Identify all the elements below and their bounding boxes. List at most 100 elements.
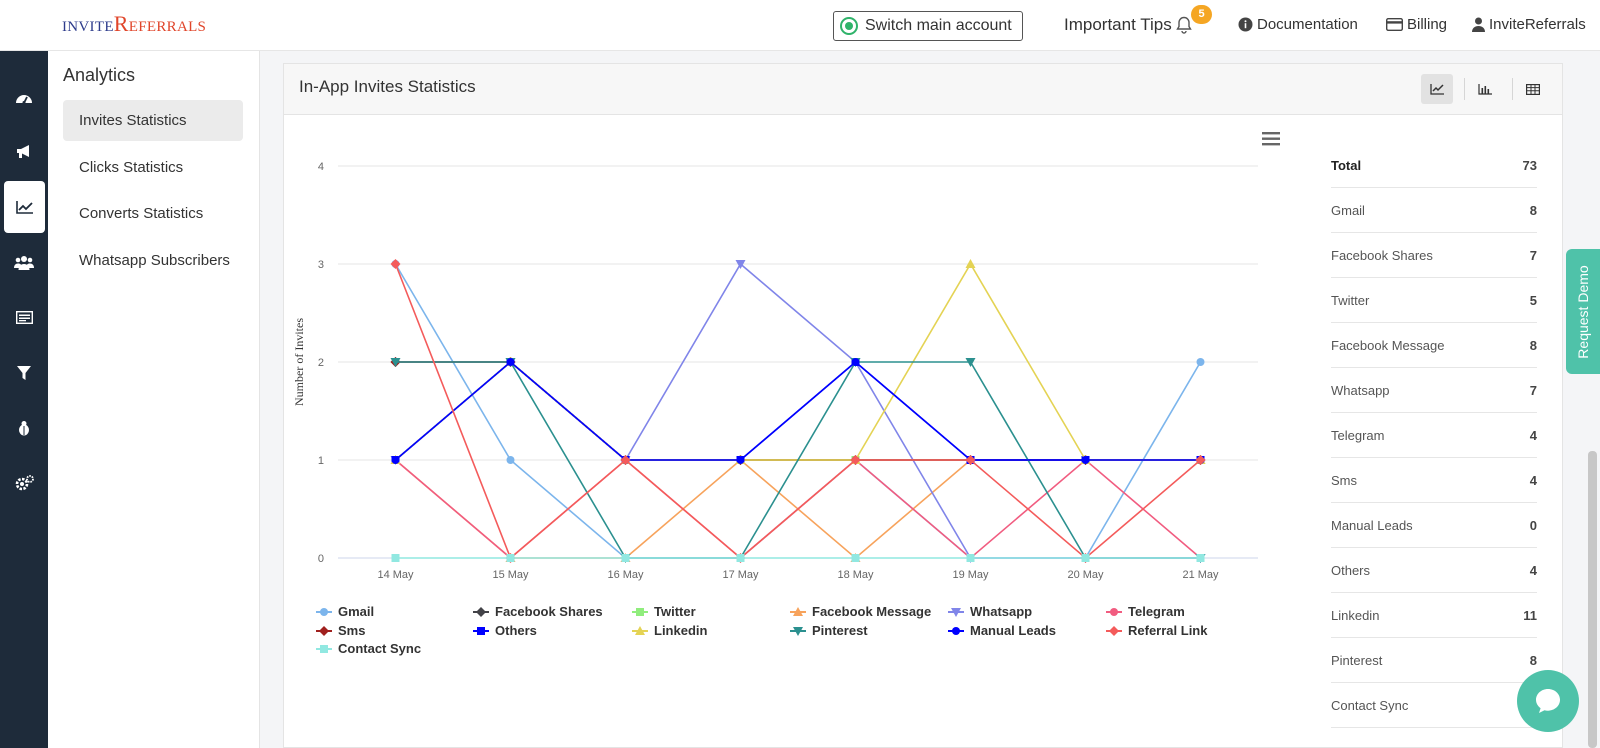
filter-icon[interactable] xyxy=(0,347,48,399)
stat-row: Whatsapp 7 xyxy=(1331,368,1537,413)
stat-value: 4 xyxy=(1529,562,1537,578)
data-point xyxy=(850,455,861,465)
stat-label: Facebook Shares xyxy=(1331,247,1433,263)
data-point xyxy=(851,358,860,366)
chart-menu-icon[interactable] xyxy=(1259,130,1283,148)
stat-label: Whatsapp xyxy=(1331,382,1390,398)
legend-label: Linkedin xyxy=(654,623,708,638)
legend-item[interactable]: Others xyxy=(473,623,537,638)
bug-icon[interactable] xyxy=(0,402,48,454)
stat-row: Linkedin 11 xyxy=(1331,593,1537,638)
documentation-link[interactable]: Documentation xyxy=(1238,16,1358,33)
x-tick-label: 21 May xyxy=(1182,569,1219,581)
users-icon[interactable] xyxy=(0,236,48,288)
legend-symbol-icon xyxy=(790,626,806,636)
legend-item[interactable]: Contact Sync xyxy=(316,641,421,656)
x-tick-label: 17 May xyxy=(722,569,759,581)
legend-symbol-icon xyxy=(632,607,648,616)
chat-widget-button[interactable] xyxy=(1517,670,1579,732)
stats-list: Total 73 Gmail 8 Facebook Shares 7 Twitter 5 Fac… xyxy=(1331,143,1537,728)
stat-label: Facebook Message xyxy=(1331,337,1445,353)
bar-chart-view-button[interactable] xyxy=(1469,74,1501,104)
page-scrollbar[interactable] xyxy=(1588,451,1597,748)
stat-label: Contact Sync xyxy=(1331,697,1409,713)
stat-row: Facebook Message 8 xyxy=(1331,323,1537,368)
data-point xyxy=(506,456,515,464)
stat-label: Total xyxy=(1331,157,1362,173)
invites-statistics-panel: In-App Invites Statistics xyxy=(283,63,1563,748)
legend-item[interactable]: Manual Leads xyxy=(948,623,1056,638)
stat-value: 7 xyxy=(1529,247,1537,263)
stat-label: Gmail xyxy=(1331,202,1365,218)
bar-chart-icon xyxy=(1477,84,1492,95)
subnav-item-converts-statistics[interactable]: Converts Statistics xyxy=(79,205,204,222)
legend-item[interactable]: Whatsapp xyxy=(948,604,1032,619)
switch-main-account-button[interactable]: Switch main account xyxy=(833,11,1023,41)
invites-line-chart: 0 1 2 3 4 14 May 15 May 16 May 17 May 18 May 19 Ma… xyxy=(292,161,1258,581)
list-icon[interactable] xyxy=(0,291,48,343)
view-separator xyxy=(1464,78,1465,100)
logo-text-invite: INVITE xyxy=(62,19,114,35)
legend-item[interactable]: Pinterest xyxy=(790,623,868,638)
legend-symbol-icon xyxy=(948,607,964,617)
stat-value: 7 xyxy=(1529,382,1537,398)
legend-item[interactable]: Sms xyxy=(316,623,365,638)
data-point xyxy=(506,554,515,562)
user-label: InviteReferrals xyxy=(1489,16,1586,33)
billing-label: Billing xyxy=(1407,16,1448,33)
data-point xyxy=(1195,455,1206,465)
legend-item[interactable]: Gmail xyxy=(316,604,374,619)
legend-item[interactable]: Linkedin xyxy=(632,623,707,638)
line-chart-view-button[interactable] xyxy=(1421,74,1453,104)
legend-label: Sms xyxy=(338,623,366,638)
user-menu[interactable]: InviteReferrals xyxy=(1472,16,1586,33)
legend-symbol-icon xyxy=(1106,607,1122,616)
legend-item[interactable]: Referral Link xyxy=(1106,623,1207,638)
important-tips-link[interactable]: Important Tips xyxy=(1064,15,1192,35)
legend-item[interactable]: Twitter xyxy=(632,604,696,619)
logo-text-eferrals: EFERRALS xyxy=(128,19,207,35)
legend-label: Manual Leads xyxy=(970,623,1056,638)
icon-sidebar xyxy=(0,51,48,748)
data-point xyxy=(1081,456,1090,464)
data-point xyxy=(390,358,401,367)
megaphone-icon[interactable] xyxy=(0,125,48,177)
billing-link[interactable]: Billing xyxy=(1386,16,1447,33)
top-bar: INVITEREFERRALS Switch main account Impo… xyxy=(0,0,1600,51)
stat-row: Sms 4 xyxy=(1331,458,1537,503)
data-point xyxy=(1196,358,1205,366)
stat-label: Manual Leads xyxy=(1331,517,1413,533)
x-tick-label: 16 May xyxy=(607,569,644,581)
stat-row: Gmail 8 xyxy=(1331,188,1537,233)
legend-item[interactable]: Telegram xyxy=(1106,604,1185,619)
subnav-item-whatsapp-subscribers[interactable]: Whatsapp Subscribers xyxy=(79,252,230,269)
legend-label: Facebook Message xyxy=(812,604,932,619)
data-point xyxy=(965,358,976,367)
view-separator xyxy=(1512,78,1513,100)
chat-bubble-icon xyxy=(1536,689,1560,713)
analytics-icon[interactable] xyxy=(4,181,45,233)
legend-label: Gmail xyxy=(338,604,375,619)
stat-label: Linkedin xyxy=(1331,607,1380,623)
table-icon xyxy=(1526,83,1540,95)
legend-symbol-icon xyxy=(790,606,806,616)
stat-value: 4 xyxy=(1529,472,1537,488)
logo[interactable]: INVITEREFERRALS xyxy=(62,11,206,37)
legend-item[interactable]: Facebook Shares xyxy=(473,604,603,619)
settings-icon[interactable] xyxy=(0,457,48,509)
switch-main-account-label: Switch main account xyxy=(865,17,1012,34)
dashboard-icon[interactable] xyxy=(0,71,48,123)
series-line xyxy=(394,360,1201,461)
data-point xyxy=(735,260,746,269)
data-point xyxy=(391,554,400,562)
request-demo-tab[interactable]: Request Demo xyxy=(1566,249,1600,374)
y-tick-label: 3 xyxy=(318,259,324,271)
legend-item[interactable]: Facebook Message xyxy=(790,604,931,619)
stat-row: Others 4 xyxy=(1331,548,1537,593)
subnav-item-clicks-statistics[interactable]: Clicks Statistics xyxy=(79,159,184,176)
subnav-item-invites-statistics[interactable]: Invites Statistics xyxy=(63,100,243,141)
logo-text-r: R xyxy=(113,11,129,36)
table-view-button[interactable] xyxy=(1517,74,1549,104)
legend-symbol-icon xyxy=(1106,625,1122,636)
data-point xyxy=(966,554,975,562)
